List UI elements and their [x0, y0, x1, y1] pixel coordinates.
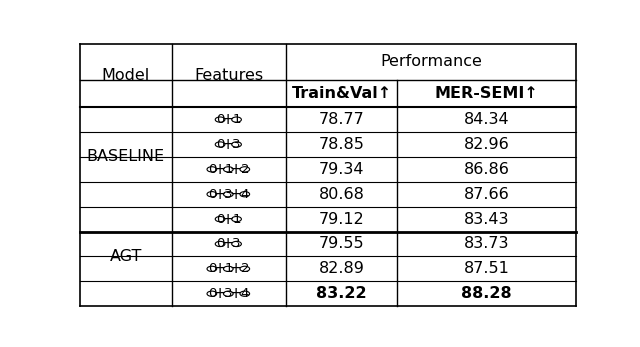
Text: +: + — [230, 187, 242, 202]
Text: 4: 4 — [241, 287, 249, 300]
Text: 87.66: 87.66 — [464, 187, 509, 202]
Text: 83.73: 83.73 — [464, 236, 509, 252]
Text: 87.51: 87.51 — [464, 261, 509, 276]
Text: +: + — [230, 286, 242, 301]
Text: 3: 3 — [224, 188, 232, 201]
Text: 1: 1 — [232, 213, 241, 226]
Text: AGT: AGT — [109, 249, 142, 264]
Text: 88.28: 88.28 — [461, 286, 512, 301]
Text: 2: 2 — [241, 163, 249, 176]
Text: +: + — [214, 261, 226, 276]
Text: 0: 0 — [207, 287, 216, 300]
Text: 83.22: 83.22 — [316, 286, 367, 301]
Text: 0: 0 — [216, 138, 224, 151]
Text: 3: 3 — [224, 287, 232, 300]
Text: 0: 0 — [207, 163, 216, 176]
Text: +: + — [222, 236, 234, 252]
Text: 79.12: 79.12 — [319, 212, 365, 227]
Text: 0: 0 — [216, 213, 224, 226]
Text: 80.68: 80.68 — [319, 187, 365, 202]
Text: 79.34: 79.34 — [319, 162, 364, 177]
Text: 82.96: 82.96 — [464, 137, 509, 152]
Text: 82.89: 82.89 — [319, 261, 365, 276]
Text: 1: 1 — [224, 262, 232, 276]
Text: Performance: Performance — [380, 54, 482, 69]
Text: 0: 0 — [216, 237, 224, 251]
Text: 84.34: 84.34 — [464, 112, 509, 127]
Text: 78.77: 78.77 — [319, 112, 365, 127]
Text: +: + — [214, 187, 226, 202]
Text: 78.85: 78.85 — [319, 137, 365, 152]
Text: +: + — [222, 137, 234, 152]
Text: +: + — [222, 112, 234, 127]
Text: +: + — [230, 162, 242, 177]
Text: Model: Model — [102, 68, 150, 83]
Text: 83.43: 83.43 — [464, 212, 509, 227]
Text: +: + — [214, 286, 226, 301]
Text: 4: 4 — [241, 188, 249, 201]
Text: 79.55: 79.55 — [319, 236, 364, 252]
Text: 1: 1 — [224, 163, 232, 176]
Text: +: + — [222, 212, 234, 227]
Text: 86.86: 86.86 — [464, 162, 509, 177]
Text: BASELINE: BASELINE — [87, 150, 165, 164]
Text: 3: 3 — [232, 237, 241, 251]
Text: Train&Val↑: Train&Val↑ — [292, 86, 392, 101]
Text: 3: 3 — [232, 138, 241, 151]
Text: 0: 0 — [207, 262, 216, 276]
Text: +: + — [214, 162, 226, 177]
Text: Features: Features — [194, 68, 264, 83]
Text: 2: 2 — [241, 262, 249, 276]
Text: 0: 0 — [207, 188, 216, 201]
Text: 0: 0 — [216, 113, 224, 126]
Text: MER-SEMI↑: MER-SEMI↑ — [435, 86, 539, 101]
Text: +: + — [230, 261, 242, 276]
Text: 1: 1 — [232, 113, 241, 126]
